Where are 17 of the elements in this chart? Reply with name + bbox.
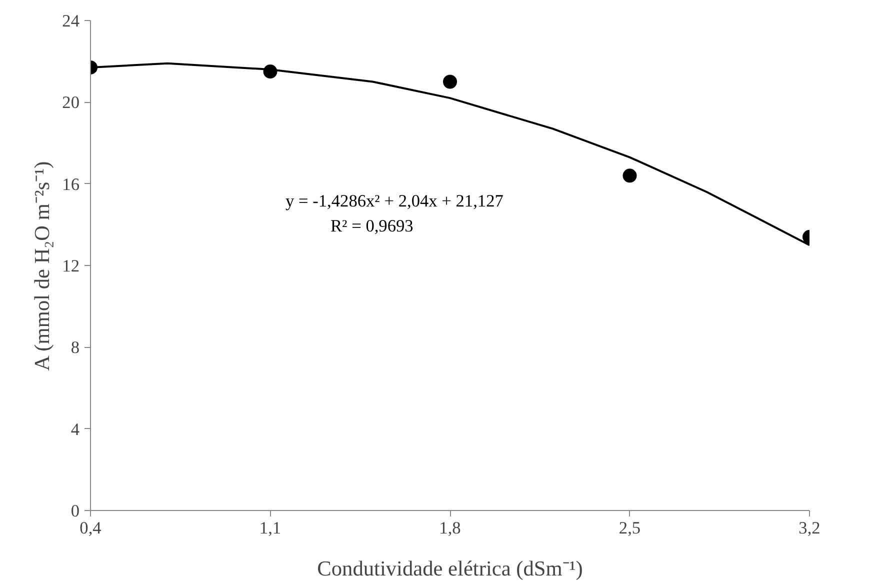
y-tick-label: 0 <box>70 502 80 520</box>
y-axis-title: A (mmol de H₂O m⁻²s⁻¹) <box>30 161 54 371</box>
x-tick-label: 2,5 <box>618 518 641 538</box>
y-tick-label: 24 <box>62 12 80 30</box>
y-tick-label: 8 <box>70 338 80 358</box>
x-tick-label: 0,4 <box>80 518 102 538</box>
x-tick-label: 1,8 <box>439 518 461 538</box>
x-axis-title: Condutividade elétrica (dSm⁻¹) <box>317 556 583 580</box>
y-tick-label: 4 <box>70 420 80 439</box>
y-tick-label: 20 <box>62 93 80 112</box>
y-tick-label: 12 <box>62 256 80 276</box>
y-tick-label: 16 <box>62 174 80 194</box>
x-tick-label: 1,1 <box>259 518 282 538</box>
annotation: y = -1,4286x² + 2,04x + 21,127 <box>286 192 504 210</box>
point <box>443 74 457 89</box>
annotation: R² = 0,9693 <box>330 216 414 236</box>
x-tick-label: 3,2 <box>798 518 820 538</box>
